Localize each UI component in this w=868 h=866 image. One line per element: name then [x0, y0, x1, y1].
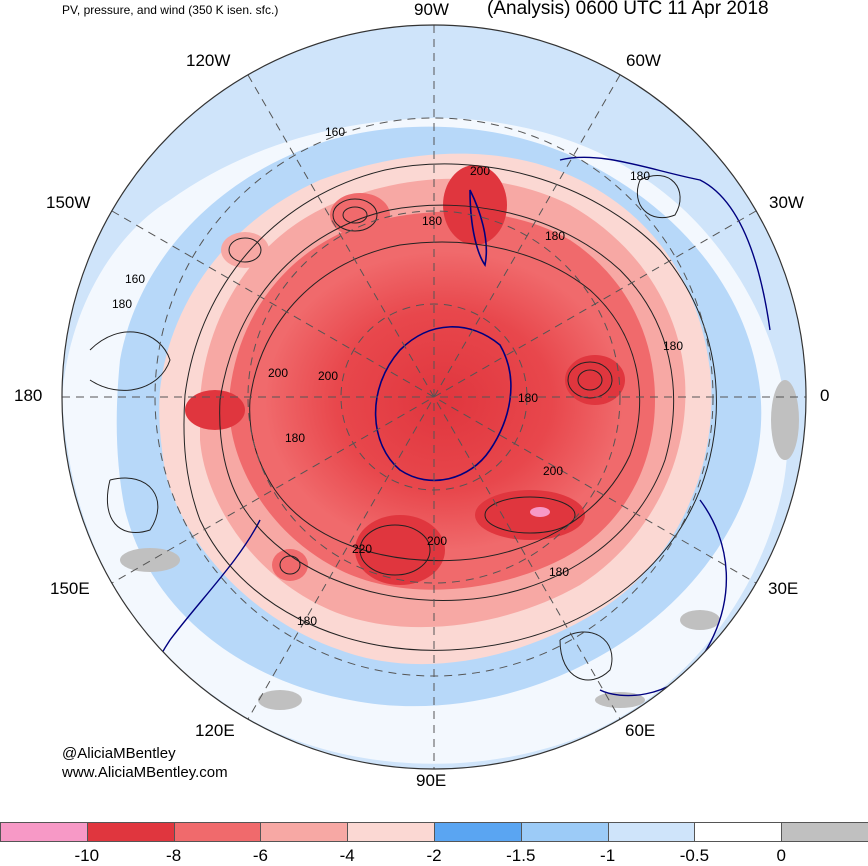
lon-label-90e: 90E: [416, 771, 447, 790]
contour-labels: 160 200 180 180 180 160 180 180 200 200 …: [112, 125, 683, 628]
map-subtitle: PV, pressure, and wind (350 K isen. sfc.…: [62, 3, 279, 17]
lon-label-180: 180: [14, 386, 43, 405]
contour-label: 220: [352, 542, 372, 556]
lon-label-120w: 120W: [186, 51, 231, 70]
colorbar-tick-label: -10: [74, 846, 100, 865]
colorbar-tick-label: -2: [426, 846, 442, 865]
lon-label-150e: 150E: [50, 579, 90, 598]
credit-handle: @AliciaMBentley: [62, 745, 176, 762]
contour-label: 180: [663, 339, 683, 353]
contour-label: 180: [549, 565, 569, 579]
contour-label: 180: [630, 169, 650, 183]
colorbar-segment: [86, 822, 175, 842]
colorbar-tick-label: -1: [600, 846, 616, 865]
lon-label-120e: 120E: [195, 721, 235, 740]
colorbar-tick-label: 0: [776, 846, 786, 865]
lon-label-0: 0: [820, 386, 830, 405]
map-title: (Analysis) 0600 UTC 11 Apr 2018: [487, 0, 769, 19]
contour-label: 200: [268, 366, 288, 380]
colorbar-segment: [781, 822, 868, 842]
lon-label-30w: 30W: [769, 193, 804, 212]
colorbar-segment: [173, 822, 262, 842]
colorbar-segment: [433, 822, 522, 842]
lon-label-30e: 30E: [768, 579, 799, 598]
contour-label: 180: [545, 229, 565, 243]
polar-map: 160 200 180 180 180 160 180 180 200 200 …: [61, 24, 807, 770]
colorbar-segment: [260, 822, 349, 842]
contour-label: 200: [543, 464, 563, 478]
lon-label-90w: 90W: [414, 0, 449, 19]
contour-label: 180: [518, 391, 538, 405]
pv-field: [62, 25, 806, 769]
map-boundary: [61, 24, 807, 770]
lon-label-150w: 150W: [46, 193, 91, 212]
contour-label: 180: [297, 614, 317, 628]
credit-website: www.AliciaMBentley.com: [62, 764, 228, 781]
colorbar-segment: [607, 822, 696, 842]
colorbar-segment: [694, 822, 783, 842]
contour-label: 200: [427, 534, 447, 548]
graticule: [62, 25, 806, 769]
contour-label: 200: [318, 369, 338, 383]
colorbar-tick-label: -1.5: [506, 846, 536, 865]
lon-label-60e: 60E: [625, 721, 656, 740]
colorbar-segment: [347, 822, 435, 842]
colorbar: [0, 822, 868, 844]
colorbar-tick-label: -0.5: [679, 846, 710, 865]
colorbar-tick-label: -4: [339, 846, 355, 865]
lon-label-60w: 60W: [626, 51, 661, 70]
contour-label: 160: [125, 272, 145, 286]
contour-label: 180: [285, 431, 305, 445]
contour-label: 160: [325, 125, 345, 139]
contour-label: 200: [470, 164, 490, 178]
colorbar-tick-label: -8: [166, 846, 182, 865]
colorbar-segment: [520, 822, 609, 842]
colorbar-tick-label: -6: [252, 846, 268, 865]
contour-label: 180: [112, 297, 132, 311]
colorbar-segment: [0, 822, 88, 842]
contour-label: 180: [422, 214, 442, 228]
